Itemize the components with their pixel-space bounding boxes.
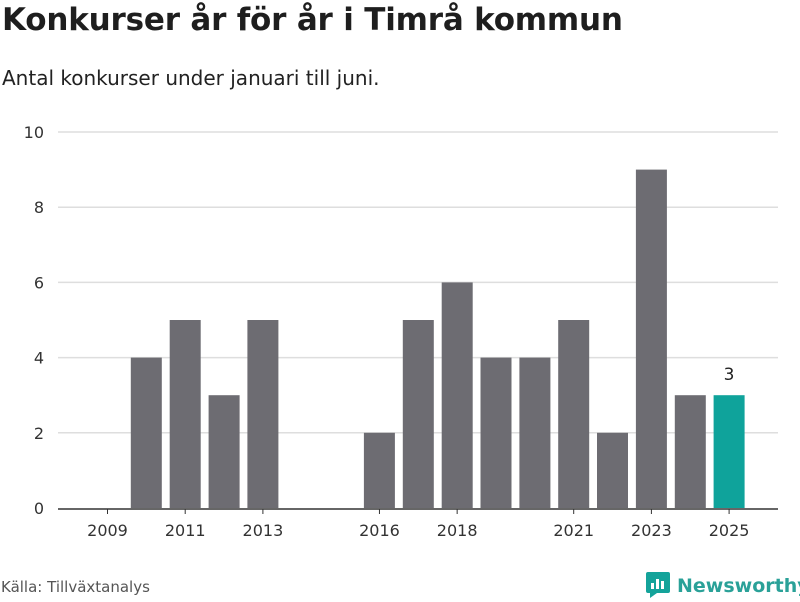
bar-2018: [441, 282, 473, 508]
data-label: 3: [724, 365, 735, 385]
bar-2022: [597, 432, 628, 508]
brand-logo[interactable]: Newsworthy: [645, 570, 800, 602]
chart-subtitle: Antal konkurser under januari till juni.: [2, 66, 380, 90]
brand-name: Newsworthy: [677, 575, 800, 597]
y-tick-label: 2: [34, 424, 44, 443]
bar-2025: [713, 395, 745, 508]
x-tick-label: 2009: [87, 521, 128, 540]
bar-2013: [247, 320, 279, 508]
y-tick-label: 4: [34, 349, 44, 368]
data-labels: 3: [724, 365, 735, 385]
x-tick-label: 2018: [437, 521, 478, 540]
bar-2011: [169, 320, 201, 508]
x-tick-label: 2025: [709, 521, 750, 540]
bars: [130, 169, 745, 508]
newsworthy-logo-icon: [645, 570, 671, 602]
y-tick-label: 0: [34, 499, 44, 518]
bar-2021: [558, 320, 590, 508]
bar-2019: [480, 357, 512, 508]
axes: 0 2 4 6 8 10 2009 2011 2013 2016 2018 2021 2023 2025: [24, 123, 778, 540]
chart-title: Konkurser år för år i Timrå kommun: [2, 2, 623, 38]
y-tick-label: 10: [24, 123, 44, 142]
bar-2024: [674, 395, 706, 508]
x-tick-label: 2016: [359, 521, 400, 540]
x-tick-label: 2023: [631, 521, 672, 540]
source-note: Källa: Tillväxtanalys: [1, 578, 150, 596]
bar-2016: [363, 432, 395, 508]
bar-2020: [519, 357, 551, 508]
bar-2012: [208, 395, 240, 508]
x-tick-label: 2021: [553, 521, 594, 540]
bar-2023: [635, 169, 667, 508]
x-tick-label: 2011: [165, 521, 206, 540]
y-tick-label: 6: [34, 273, 44, 292]
bar-2017: [402, 320, 434, 508]
y-tick-label: 8: [34, 198, 44, 217]
bar-2010: [130, 357, 162, 508]
x-tick-label: 2013: [243, 521, 284, 540]
